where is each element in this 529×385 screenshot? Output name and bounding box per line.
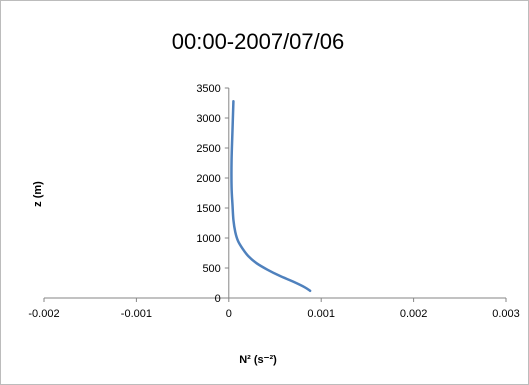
y-tick-label: 0 bbox=[215, 293, 221, 305]
y-tick-label: 2000 bbox=[196, 173, 220, 185]
y-tick-label: 1500 bbox=[196, 203, 220, 215]
x-tick-label: 0.001 bbox=[307, 308, 335, 320]
x-tick-labels: -0.002 -0.001 0 0.001 0.002 0.003 bbox=[28, 298, 520, 320]
x-tick-label: -0.001 bbox=[121, 308, 152, 320]
y-tick-label: 3500 bbox=[196, 83, 220, 95]
x-tick-label: 0 bbox=[226, 308, 232, 320]
y-tick-label: 3000 bbox=[196, 113, 220, 125]
x-tick-label: -0.002 bbox=[28, 308, 59, 320]
y-tick-label: 1000 bbox=[196, 233, 220, 245]
series-group bbox=[230, 99, 312, 293]
y-tick-label: 2500 bbox=[196, 143, 220, 155]
x-axis-title: N² (s⁻²) bbox=[239, 354, 277, 366]
x-tick-label: 0.002 bbox=[400, 308, 428, 320]
y-tick-labels: 0 500 1000 1500 2000 2500 3000 3500 bbox=[196, 83, 229, 305]
chart-title: 00:00-2007/07/06 bbox=[172, 29, 345, 54]
axes bbox=[44, 88, 506, 299]
y-tick-label: 500 bbox=[202, 263, 220, 275]
x-tick-label: 0.003 bbox=[492, 308, 520, 320]
y-axis-title: z (m) bbox=[32, 181, 44, 207]
series-line bbox=[230, 99, 312, 293]
